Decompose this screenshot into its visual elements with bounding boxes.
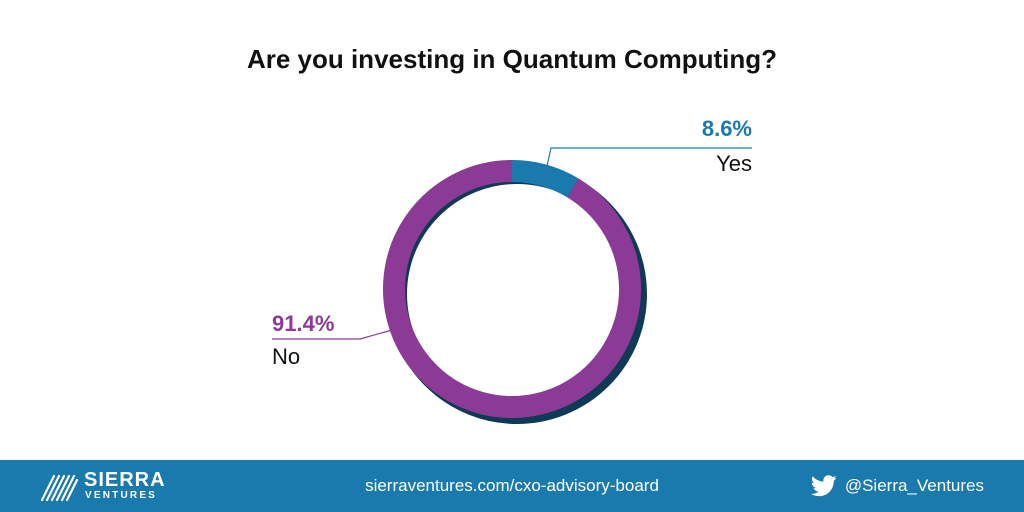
value-label-no: 91.4% <box>272 311 334 336</box>
value-label-yes: 8.6% <box>702 116 752 141</box>
footer-bar: SIERRA VENTURES sierraventures.com/cxo-a… <box>0 460 1024 512</box>
donut-chart: 8.6% Yes 91.4% No <box>272 116 752 424</box>
category-label-no: No <box>272 344 300 369</box>
logo-wordmark: SIERRA <box>84 469 166 491</box>
twitter-bird-icon <box>810 475 837 497</box>
leader-line-no <box>272 329 393 340</box>
footer-url-link[interactable]: sierraventures.com/cxo-advisory-board <box>365 476 659 495</box>
twitter-handle: @Sierra_Ventures <box>844 476 984 495</box>
leader-line-yes <box>546 147 752 167</box>
logo-subtitle: VENTURES <box>85 490 158 501</box>
chart-title: Are you investing in Quantum Computing? <box>246 44 778 74</box>
slice-yes <box>511 160 579 198</box>
twitter-link[interactable]: @Sierra_Ventures <box>810 472 984 500</box>
category-label-yes: Yes <box>716 151 752 176</box>
slice-no <box>383 160 641 418</box>
sierra-ventures-logo[interactable]: SIERRA VENTURES <box>40 468 170 504</box>
logo-mark-icon <box>40 474 79 502</box>
